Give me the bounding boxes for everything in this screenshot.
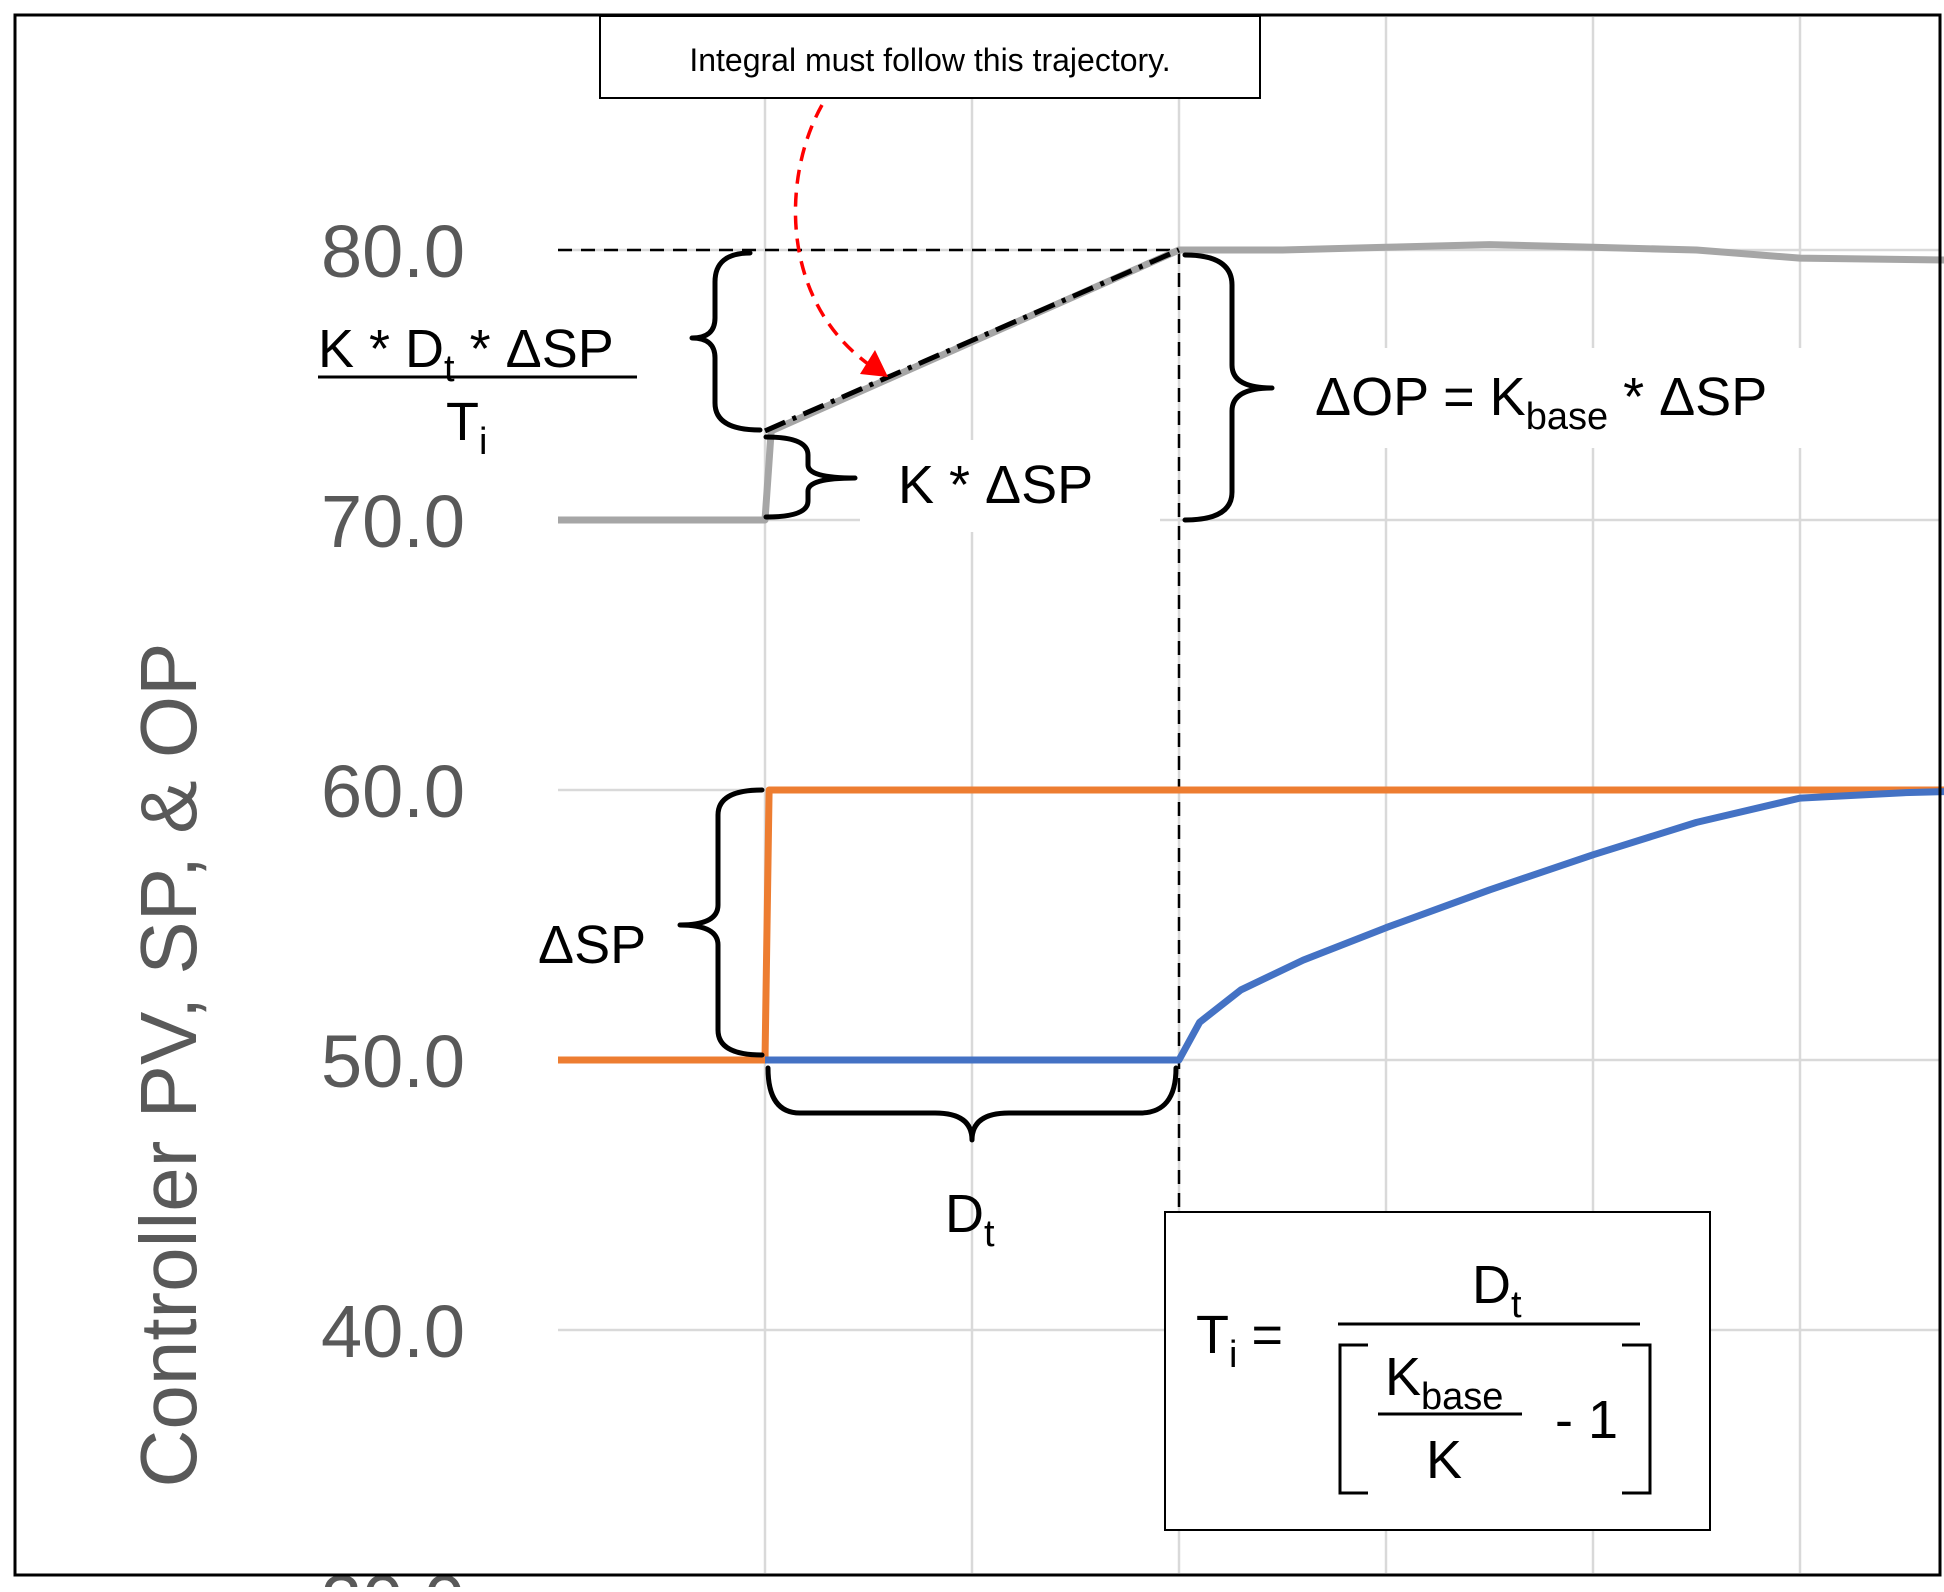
outer-border [13,13,1942,1577]
delta-op-sub: base [1526,396,1608,438]
integral-rise-denominator: T [446,392,479,452]
formula-left-bracket [1338,1343,1368,1495]
y-tick-label: 40.0 [321,1290,465,1373]
svg-text:K * Dt * ΔSP: K * Dt * ΔSP [318,319,614,390]
formula-numerator-sub: t [1511,1284,1522,1326]
callout-arrowhead [860,350,888,377]
svg-text:Ti=: Ti = [1196,1305,1283,1376]
formula-minus-one: - 1 [1555,1390,1618,1450]
step-kick-label: K * ΔSP [898,455,1093,515]
formula-lhs: T [1196,1305,1229,1365]
delta-op-tail: * ΔSP [1608,367,1767,427]
svg-text:Dt: Dt [1472,1255,1522,1326]
formula-box: Ti = Dt Kbase K - 1 [1164,1211,1711,1531]
series-sp-line [558,786,1944,1064]
formula-equals: = [1251,1305,1283,1365]
y-tick-label: 50.0 [321,1020,465,1103]
formula-inner-num-sub: base [1421,1376,1503,1418]
svg-text:Ti: Ti [446,392,487,463]
dead-time-main: D [945,1184,984,1244]
delta-sp-brace [677,787,765,1058]
integral-rise-den-sub: i [479,421,487,463]
formula-inner-den: K [1426,1430,1462,1490]
series-op-line [558,241,1944,524]
y-tick-label: 60.0 [321,750,465,833]
formula-right-bracket [1622,1343,1652,1495]
dead-time-label: Dt [945,1184,995,1255]
dead-time-brace [765,1065,1179,1143]
formula-lhs-sub: i [1229,1334,1237,1376]
integral-rise-num-sub: t [444,348,455,390]
y-tick-label: 70.0 [321,480,465,563]
callout-box [599,15,1261,99]
callout-text: Integral must follow this trajectory. [689,42,1170,78]
series-pv-line [765,788,1944,1064]
formula-numerator: D [1472,1255,1511,1315]
integral-rise-num-tail: * ΔSP [455,319,614,379]
integral-trajectory-line [763,247,1181,434]
integral-rise-label: K * Dt * ΔSP Ti [300,308,645,463]
integral-rise-numerator: K * D [318,319,444,379]
y-tick-label: 80.0 [321,210,465,293]
delta-sp-label: ΔSP [538,915,646,975]
step-kick-brace [763,434,858,520]
integral-rise-brace [689,250,763,433]
svg-text:Kbase: Kbase [1385,1347,1503,1418]
delta-op-brace [1182,252,1275,523]
delta-op-main: ΔOP = K [1315,367,1526,427]
callout-arrow [793,104,881,374]
delta-op-label: ΔOP = Kbase * ΔSP [1315,367,1767,438]
y-axis-label: Controller PV, SP, & OP [124,643,213,1488]
formula-inner-num: K [1385,1347,1421,1407]
dead-time-sub: t [984,1213,995,1255]
